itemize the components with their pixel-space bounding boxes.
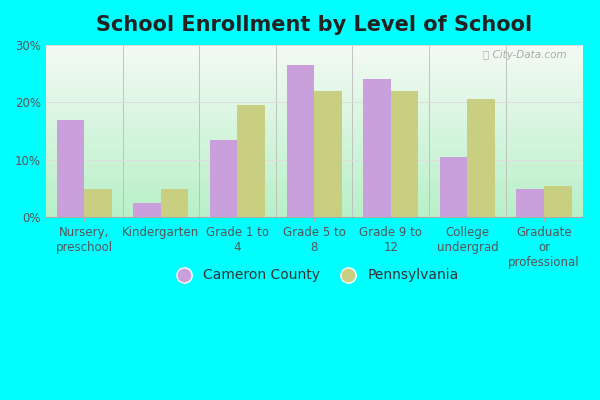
Bar [238,105,265,217]
Title: School Enrollment by Level of School: School Enrollment by Level of School [96,15,532,35]
Bar [133,203,161,217]
Bar [314,91,342,217]
Bar [84,189,112,217]
Bar [517,189,544,217]
Bar [467,100,495,217]
Bar [391,91,418,217]
Bar [440,157,467,217]
Bar [210,140,238,217]
Bar [544,186,572,217]
Bar [363,79,391,217]
Bar [287,65,314,217]
Legend: Cameron County, Pennsylvania: Cameron County, Pennsylvania [164,263,464,288]
Bar [161,189,188,217]
Bar [56,120,84,217]
Text: ⓘ City-Data.com: ⓘ City-Data.com [482,50,566,60]
